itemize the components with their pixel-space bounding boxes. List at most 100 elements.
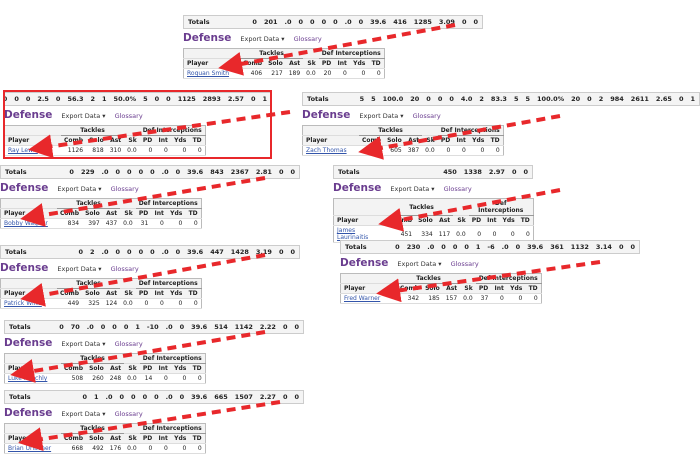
column-header: Ast [106,363,125,374]
glossary-link[interactable]: Glossary [450,260,479,268]
group-header: Tackles [57,278,121,289]
export-menu[interactable]: Export Data ▾ [57,185,102,193]
stat-cell: 20 [318,68,335,79]
export-menu[interactable]: Export Data ▾ [240,35,285,43]
glossary-link[interactable]: Glossary [114,410,143,418]
player-link[interactable]: Patrick Willis [0,298,57,309]
column-header: Comb [397,283,423,294]
totals-cell: 0 [511,168,517,176]
stat-cell: 0 [155,145,171,156]
player-link[interactable]: Luke Kuechly [4,373,61,384]
group-header: Tackles [397,273,461,284]
glossary-link[interactable]: Glossary [114,112,143,120]
player-link[interactable]: Bobby Wagner [0,218,57,229]
totals-cell: 514 [214,323,228,331]
column-header: TD [368,58,385,69]
totals-cell: 1125 [177,95,196,103]
glossary-link[interactable]: Glossary [412,112,441,120]
export-menu[interactable]: Export Data ▾ [390,185,435,193]
export-menu[interactable]: Export Data ▾ [61,410,106,418]
totals-cell: 5 [359,95,365,103]
totals-cell: 0 [131,393,136,401]
group-header: Tackles [240,48,304,59]
totals-cell: 0 [69,168,74,176]
export-menu[interactable]: Export Data ▾ [57,265,102,273]
column-header: PD [318,58,335,69]
totals-cell: 0 [461,18,467,26]
totals-cell: 416 [393,18,407,26]
totals-cell: 39.6 [527,243,544,251]
glossary-link[interactable]: Glossary [443,185,472,193]
stats-panel: Totals 450 1338 2.97 0 0 Defense Export Data ▾ G… [333,165,534,243]
column-header: Yds [349,58,369,69]
player-link[interactable]: Ray Lewis [4,145,61,156]
stat-cell: 0 [139,145,156,156]
column-header: Ast [285,58,304,69]
totals-cell: 0 [154,95,160,103]
section-title: Defense [4,407,53,419]
column-header: PD [437,135,454,146]
group-header: Tackles [61,353,125,364]
player-link[interactable]: Zach Thomas [302,145,359,156]
column-header-row: Player Comb Solo Ast Sk PD Int Yds TD [4,135,206,146]
player-link[interactable]: Fred Warner [340,293,397,304]
stat-cell: 0 [151,298,167,309]
glossary-link[interactable]: Glossary [293,35,322,43]
totals-cell: 1507 [234,393,253,401]
group-spacer [422,125,438,136]
glossary-link[interactable]: Glossary [110,185,139,193]
stats-panel: Totals 5 5 100.0 20 0 0 0 4.0 2 83.3 5 5 100.0% 20 0 2 98… [302,92,700,156]
totals-cell: 0 [55,95,61,103]
player-row: Brian Urlacher 668 492 176 0.0 0 0 0 0 [4,443,206,454]
group-spacer [460,273,476,284]
section-title: Defense [183,32,232,44]
export-menu[interactable]: Export Data ▾ [61,112,106,120]
totals-cell: 1 [135,323,140,331]
totals-cell: .0 [165,393,173,401]
column-header: Solo [415,215,436,226]
stats-table: Tackles Def Interceptions Player Comb Solo As… [4,353,206,384]
group-header: Def Interceptions [135,198,202,209]
stat-cell: 0 [437,145,454,156]
totals-cell: .0 [86,323,94,331]
totals-cell: 39.6 [187,168,204,176]
column-header: Solo [384,135,405,146]
totals-cell: 229 [80,168,95,176]
totals-cell: 0 [25,95,31,103]
totals-cell: Totals [9,323,31,331]
stat-cell: 0.0 [303,68,319,79]
group-spacer [453,198,469,216]
totals-cell: 3.14 [595,243,612,251]
stat-cell: 189 [285,68,304,79]
column-header: Player [340,283,397,294]
totals-cell: 843 [210,168,224,176]
totals-cell: 39.6 [187,248,204,256]
totals-cell: 0 [100,323,106,331]
column-header: Sk [422,135,438,146]
player-link[interactable]: Brian Urlacher [4,443,61,454]
totals-cell: 0 [115,168,121,176]
group-header: Def Interceptions [475,273,542,284]
glossary-link[interactable]: Glossary [114,340,143,348]
totals-row: Totals 0 201.0 0 0 0 0.0 0 39.6 416 1285 3.09 0 0 [183,15,483,29]
column-header: Comb [57,208,83,219]
glossary-link[interactable]: Glossary [110,265,139,273]
group-header-row: Tackles Def Interceptions [4,423,206,434]
totals-cell: 20 [571,95,581,103]
group-spacer [124,353,140,364]
totals-cell: 70 [70,323,80,331]
stats-panel: 50002.5056.32150.0%500112528932.5701Defe… [4,92,272,156]
column-header: Comb [57,288,83,299]
section-title: Defense [340,257,389,269]
export-menu[interactable]: Export Data ▾ [397,260,442,268]
totals-cell: 0 [119,393,125,401]
column-header: Sk [124,363,140,374]
totals-cell: Totals [5,248,27,256]
stats-panel: Totals 0 70.0 0 0 0 1 -10.0 0 39.6 514 1142 2.22 0 0 De… [4,320,304,384]
totals-cell: 0 [150,168,155,176]
totals-cell: 4.0 [460,95,473,103]
export-menu[interactable]: Export Data ▾ [61,340,106,348]
stat-cell: 0 [525,293,542,304]
export-menu[interactable]: Export Data ▾ [359,112,404,120]
player-link[interactable]: Roquan Smith [183,68,240,79]
